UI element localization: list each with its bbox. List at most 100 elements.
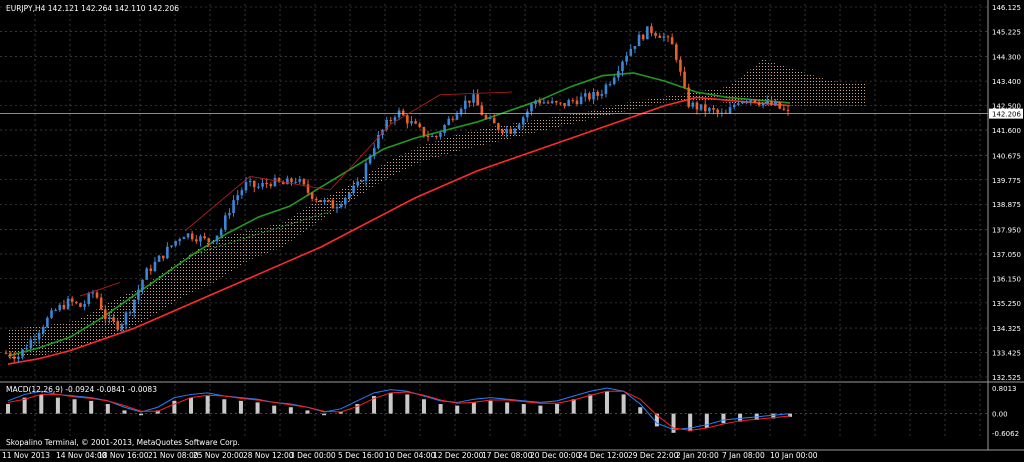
macd-histogram-bar [105,404,110,414]
macd-histogram-bar [372,396,377,414]
last-price-badge [989,108,1023,119]
candle-body [501,129,504,133]
candle-body [621,61,624,72]
macd-histogram-bar [238,400,243,414]
candle-body [410,121,413,124]
candle-body [335,207,339,209]
candle-body [203,236,206,239]
candle-body [281,181,285,185]
price-tick-label: 142.500 [992,103,1021,111]
last-price-label: 142.206 [992,111,1021,119]
candle-body [50,310,53,318]
candle-body [563,103,566,107]
candle-body [691,102,695,107]
candle-body [79,303,82,307]
time-tick-label: 10 Dec 04:00 [385,451,436,460]
macd-histogram-bar [654,413,659,427]
candle-body [87,293,91,304]
candle-body [749,99,753,102]
candle-body [377,134,380,149]
candle-body [542,102,546,104]
candle-body [583,93,587,97]
candle-body [766,100,769,103]
macd-histogram-bar [571,399,576,414]
copyright-text: Skopalino Terminal, © 2001-2013, MetaQuo… [6,438,240,447]
candle-body [426,135,430,137]
candle-body [579,96,583,105]
candle-body [257,186,260,188]
candle-body [108,317,111,319]
candle-body [174,241,177,246]
candle-body [683,71,686,88]
time-tick-label: 10 Jan 00:00 [770,451,818,460]
cloud-area [8,59,866,359]
trend-lines [79,91,513,297]
macd-histogram-bar [388,392,393,414]
candle-body [633,46,637,49]
candle-body [137,289,140,300]
macd-histogram-bar [488,400,493,414]
candle-body [534,100,537,105]
macd-histogram-bar [604,391,609,414]
candle-body [554,101,558,103]
candle-body [286,178,289,185]
macd-histogram-bar [22,397,27,414]
macd-histogram-bar [189,397,194,414]
macd-panel [0,387,988,433]
macd-histogram-bar [72,399,77,414]
candle-body [25,347,28,350]
price-tick-label: 137.050 [992,251,1021,259]
candle-body [112,317,115,322]
candle-body [153,261,157,272]
candle-body [745,101,748,103]
candle-body [104,309,107,319]
candle-body [778,101,782,109]
time-tick-label: 14 Nov 04:00 [56,451,107,460]
macd-histogram-bar [455,405,460,414]
candle-body [422,126,426,136]
price-tick-label: 133.425 [992,350,1021,358]
candle-body [476,94,479,106]
candle-body [277,178,281,182]
macd-histogram-bar [89,400,94,414]
candle-body [91,292,95,294]
candle-body [62,304,66,309]
trend-line [249,175,331,191]
candle-body [211,241,215,243]
candle-body [484,115,488,119]
trend-line-dashed [189,211,331,256]
candle-body [538,100,542,104]
candle-body [703,104,707,112]
price-tick-label: 136.150 [992,275,1021,283]
trend-line [439,91,513,96]
macd-histogram-bar [671,413,676,433]
candle-body [414,121,417,124]
candle-body [141,279,144,290]
candle-body [509,128,513,134]
candle-body [145,268,148,280]
candle-body [716,109,719,113]
macd-histogram-bar [538,405,543,414]
macd-histogram-bar [638,407,643,414]
candle-body [546,102,550,104]
candle-body [21,349,24,357]
candle-body [641,34,645,40]
candle-body [161,255,165,259]
candle-body [240,190,244,196]
trend-line [184,176,251,232]
trend-line [389,94,441,126]
candle-body [244,181,248,191]
candle-body [228,213,231,216]
candle-body [488,118,492,120]
candle-body [41,327,45,334]
price-tick-label: 132.525 [992,374,1021,382]
candle-body [492,118,496,124]
candle-body [166,246,169,259]
candle-body [406,115,409,124]
macd-histogram-bar [205,396,210,414]
time-tick-label: 12 Dec 20:00 [433,451,484,460]
candle-body [732,104,736,108]
candle-body [786,109,790,112]
candle-body [505,128,508,133]
